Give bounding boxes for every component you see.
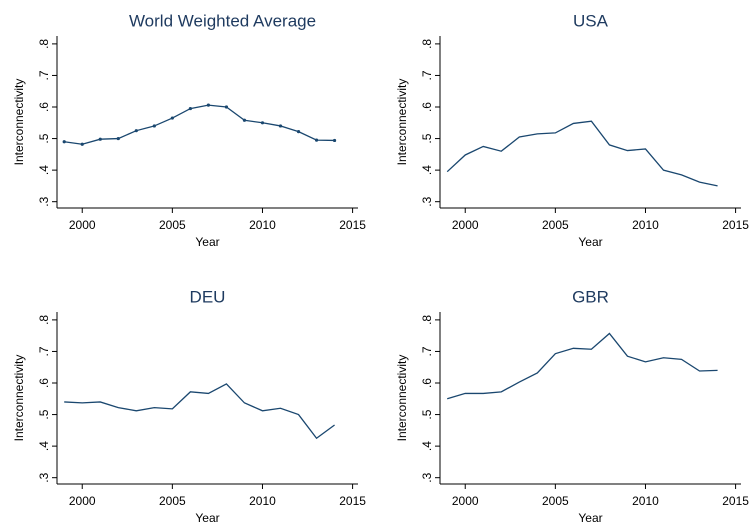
x-tick-label: 2000 <box>452 218 479 232</box>
y-tick-label: .3 <box>420 472 434 482</box>
marker <box>170 116 174 120</box>
chart-title: GBR <box>572 287 609 306</box>
x-axis-title: Year <box>195 511 219 525</box>
y-tick-label: .4 <box>420 441 434 451</box>
y-tick-label: .5 <box>37 409 51 419</box>
y-tick-label: .4 <box>420 165 434 175</box>
y-tick-label: .6 <box>420 102 434 112</box>
x-tick-label: 2010 <box>249 494 276 508</box>
y-axis-title: Interconnectivity <box>12 355 26 442</box>
x-tick-label: 2010 <box>632 494 659 508</box>
marker <box>278 124 283 128</box>
marker <box>116 136 120 141</box>
y-tick-label: .5 <box>420 409 434 419</box>
x-axis-title: Year <box>578 511 602 525</box>
chart-title: World Weighted Average <box>129 11 316 30</box>
x-tick-label: 2000 <box>69 218 96 232</box>
line <box>64 383 335 440</box>
y-tick-label: .5 <box>420 133 434 143</box>
marker <box>242 118 247 122</box>
y-tick-label: .8 <box>37 315 51 325</box>
x-tick-label: 2010 <box>632 218 659 232</box>
marker <box>188 106 192 111</box>
x-tick-label: 2010 <box>249 218 276 232</box>
line <box>447 332 718 400</box>
x-axis-title: Year <box>578 235 602 249</box>
marker <box>224 105 229 109</box>
x-tick-label: 2005 <box>159 494 186 508</box>
x-tick-label: 2005 <box>542 218 569 232</box>
marker <box>152 124 156 128</box>
y-tick-label: .8 <box>420 39 434 49</box>
y-tick-label: .7 <box>37 70 51 80</box>
x-tick-label: 2000 <box>69 494 96 508</box>
line <box>64 104 335 145</box>
y-tick-label: .7 <box>37 346 51 356</box>
marker <box>98 137 102 141</box>
y-tick-label: .4 <box>37 441 51 451</box>
x-axis-title: Year <box>195 235 219 249</box>
x-tick-label: 2000 <box>452 494 479 508</box>
marker <box>296 130 301 134</box>
y-tick-label: .3 <box>420 196 434 206</box>
marker <box>80 142 84 146</box>
y-axis-title: Interconnectivity <box>395 355 409 442</box>
x-tick-label: 2015 <box>339 218 366 232</box>
chart-title: DEU <box>190 287 226 306</box>
marker <box>260 121 265 125</box>
y-tick-label: .3 <box>37 472 51 482</box>
x-tick-label: 2015 <box>339 494 366 508</box>
y-tick-label: .6 <box>37 102 51 112</box>
marker <box>134 129 138 133</box>
y-tick-label: .4 <box>37 165 51 175</box>
y-tick-label: .7 <box>420 70 434 80</box>
marker <box>314 138 319 142</box>
marker <box>332 138 337 143</box>
line <box>446 120 718 187</box>
y-axis-title: Interconnectivity <box>395 79 409 166</box>
x-tick-label: 2015 <box>722 218 749 232</box>
y-tick-label: .8 <box>420 315 434 325</box>
y-tick-label: .7 <box>420 346 434 356</box>
x-tick-label: 2005 <box>159 218 186 232</box>
y-tick-label: .5 <box>37 133 51 143</box>
marker <box>62 140 66 144</box>
chart-title: USA <box>573 11 609 30</box>
y-tick-label: .3 <box>37 196 51 206</box>
y-tick-label: .6 <box>37 378 51 388</box>
y-tick-label: .8 <box>37 39 51 49</box>
x-tick-label: 2015 <box>722 494 749 508</box>
marker <box>206 103 211 107</box>
y-axis-title: Interconnectivity <box>12 79 26 166</box>
x-tick-label: 2005 <box>542 494 569 508</box>
y-tick-label: .6 <box>420 378 434 388</box>
